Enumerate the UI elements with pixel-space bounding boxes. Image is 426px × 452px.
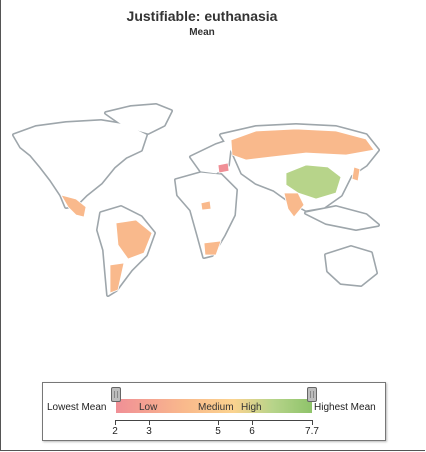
country-mexico[interactable] bbox=[60, 194, 87, 218]
legend-highest-label: Highest Mean bbox=[314, 402, 376, 413]
legend-band-medium: Medium bbox=[198, 402, 234, 413]
legend-tick-label: 3 bbox=[146, 426, 152, 437]
region-oceania[interactable] bbox=[325, 246, 377, 286]
country-japan[interactable] bbox=[351, 166, 361, 182]
legend-tick bbox=[115, 420, 116, 425]
map-title: Justifiable: euthanasia bbox=[126, 8, 278, 24]
region-greenland[interactable] bbox=[105, 104, 172, 134]
world-map[interactable] bbox=[6, 95, 426, 310]
country-india[interactable] bbox=[283, 192, 305, 218]
legend-tick-label: 7.7 bbox=[305, 426, 319, 437]
color-legend: Lowest Mean Low Medium High Highest Mean… bbox=[42, 382, 386, 441]
range-min-handle[interactable] bbox=[111, 387, 121, 402]
legend-lowest-label: Lowest Mean bbox=[47, 402, 107, 413]
legend-tick bbox=[218, 420, 219, 425]
legend-tick bbox=[312, 420, 313, 425]
region-north-america[interactable] bbox=[13, 120, 147, 208]
legend-tick-label: 2 bbox=[112, 426, 118, 437]
map-countries bbox=[13, 104, 379, 296]
legend-tick-label: 6 bbox=[249, 426, 255, 437]
legend-tick-label: 5 bbox=[215, 426, 221, 437]
country-china[interactable] bbox=[285, 164, 342, 200]
legend-tick bbox=[252, 420, 253, 425]
legend-band-high: High bbox=[241, 402, 262, 413]
legend-tick bbox=[149, 420, 150, 425]
country-brazil[interactable] bbox=[115, 219, 153, 260]
country-nigeria[interactable] bbox=[200, 200, 212, 211]
legend-axis bbox=[115, 420, 313, 421]
country-argentina[interactable] bbox=[109, 262, 125, 294]
legend-band-low: Low bbox=[139, 402, 158, 413]
country-south-africa[interactable] bbox=[203, 240, 222, 256]
country-russia[interactable] bbox=[230, 128, 375, 161]
range-max-handle[interactable] bbox=[307, 387, 317, 402]
region-southeast-asia[interactable] bbox=[305, 206, 379, 230]
legend-gradient-bar bbox=[116, 399, 312, 413]
map-subtitle: Mean bbox=[189, 27, 215, 38]
country-romania[interactable] bbox=[217, 162, 230, 174]
